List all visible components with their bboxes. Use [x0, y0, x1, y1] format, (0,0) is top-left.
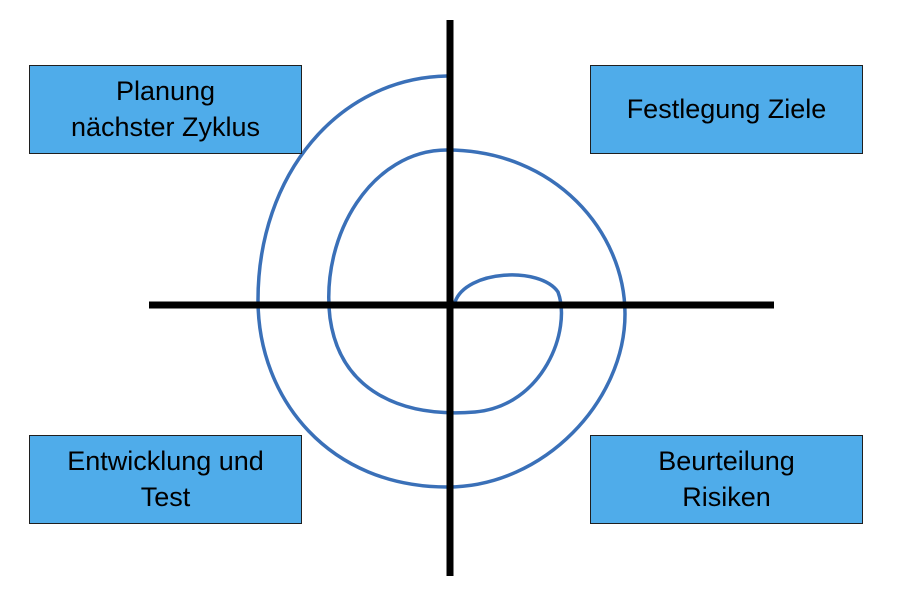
quadrant-label-objectives: Festlegung Ziele — [626, 93, 827, 124]
quadrant-box-planning: Planung nächster Zyklus — [29, 65, 302, 154]
quadrant-label-planning: Planung nächster Zyklus — [70, 76, 261, 142]
quadrant-label-development: Entwicklung und Test — [67, 446, 264, 512]
quadrant-box-risks: Beurteilung Risiken — [590, 435, 863, 524]
quadrant-box-objectives: Festlegung Ziele — [590, 65, 863, 154]
spiral-curve — [256, 74, 627, 489]
quadrant-box-development: Entwicklung und Test — [29, 435, 302, 524]
quadrant-label-risks: Beurteilung Risiken — [658, 446, 795, 512]
